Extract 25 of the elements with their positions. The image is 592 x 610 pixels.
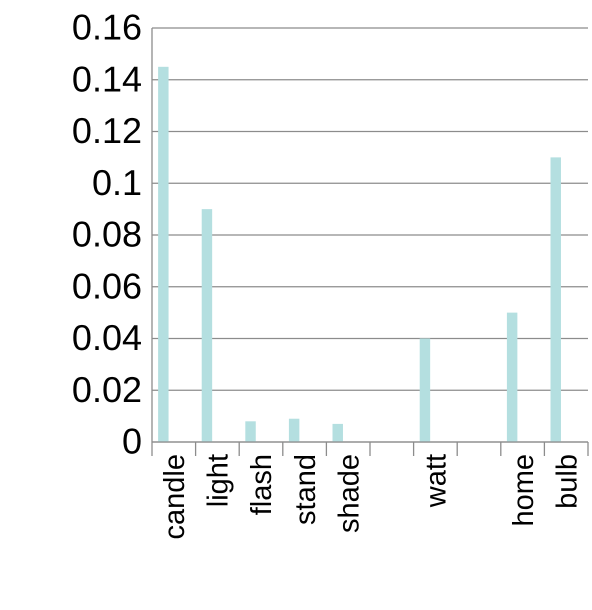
bar bbox=[245, 421, 256, 442]
x-tick-label: stand bbox=[290, 454, 322, 525]
y-tick-label: 0.06 bbox=[72, 265, 142, 306]
x-tick-label: home bbox=[508, 454, 540, 527]
bar bbox=[332, 424, 343, 442]
y-tick-label: 0.04 bbox=[72, 317, 142, 358]
x-tick-label: candle bbox=[158, 454, 191, 540]
y-tick-label: 0.16 bbox=[72, 6, 142, 48]
x-tick-label: watt bbox=[420, 454, 453, 508]
bar bbox=[158, 66, 169, 442]
bar bbox=[506, 312, 518, 442]
bar bbox=[288, 418, 300, 442]
x-tick-label: flash bbox=[246, 454, 278, 516]
bar bbox=[420, 338, 430, 442]
y-tick-label: 0.02 bbox=[72, 368, 142, 410]
y-tick-label: 0.1 bbox=[92, 162, 142, 203]
x-tick-label: bulb bbox=[551, 454, 584, 509]
bar bbox=[550, 157, 561, 442]
y-tick-label: 0.08 bbox=[72, 214, 142, 255]
y-tick-label: 0.14 bbox=[72, 58, 142, 100]
bar bbox=[202, 209, 212, 442]
y-tick-label: 0.12 bbox=[72, 110, 142, 152]
x-tick-label: light bbox=[202, 454, 235, 508]
x-tick-label: shade bbox=[333, 454, 366, 534]
y-tick-label: 0 bbox=[122, 420, 142, 462]
